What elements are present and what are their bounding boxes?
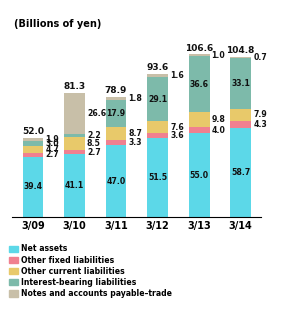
Text: 7.9: 7.9	[253, 110, 267, 119]
Bar	[230, 121, 251, 127]
Text: 2.2: 2.2	[87, 131, 101, 140]
Text: 106.6: 106.6	[185, 44, 213, 53]
Bar	[189, 127, 209, 133]
Bar	[147, 139, 168, 217]
Text: 2.7: 2.7	[87, 148, 101, 157]
Text: 9.8: 9.8	[212, 115, 226, 124]
Text: 81.3: 81.3	[64, 82, 85, 91]
Text: 55.0: 55.0	[190, 170, 209, 179]
Bar	[230, 59, 251, 109]
Bar	[106, 145, 126, 217]
Bar	[189, 55, 209, 56]
Bar	[64, 154, 85, 217]
Bar	[147, 122, 168, 133]
Text: 1.8: 1.8	[129, 94, 142, 103]
Text: 2.7: 2.7	[45, 150, 59, 159]
Text: 4.7: 4.7	[45, 145, 59, 154]
Bar	[106, 140, 126, 145]
Bar	[189, 112, 209, 127]
Text: 58.7: 58.7	[231, 168, 250, 177]
Text: 29.1: 29.1	[148, 95, 167, 104]
Bar	[189, 133, 209, 217]
Text: 17.9: 17.9	[106, 109, 126, 118]
Bar	[106, 127, 126, 140]
Text: 104.8: 104.8	[226, 46, 255, 55]
Bar	[147, 74, 168, 77]
Text: (Billions of yen): (Billions of yen)	[14, 19, 102, 29]
Bar	[22, 138, 43, 141]
Bar	[22, 146, 43, 153]
Bar	[64, 134, 85, 137]
Text: 4.0: 4.0	[212, 126, 226, 135]
Text: 1.9: 1.9	[45, 135, 59, 144]
Bar	[22, 157, 43, 217]
Text: 8.5: 8.5	[87, 139, 101, 148]
Text: 33.1: 33.1	[231, 79, 250, 88]
Legend: Net assets, Other fixed liabilities, Other current liabilities, Interest-bearing: Net assets, Other fixed liabilities, Oth…	[6, 241, 175, 301]
Bar	[64, 93, 85, 134]
Bar	[189, 56, 209, 112]
Text: 3.0: 3.0	[45, 139, 59, 148]
Bar	[106, 100, 126, 127]
Text: 0.7: 0.7	[253, 53, 267, 62]
Bar	[230, 57, 251, 59]
Text: 3.6: 3.6	[170, 131, 184, 140]
Text: 4.3: 4.3	[253, 120, 267, 129]
Bar	[230, 127, 251, 217]
Text: 52.0: 52.0	[22, 127, 44, 136]
Bar	[64, 150, 85, 154]
Text: 41.1: 41.1	[65, 181, 84, 190]
Bar	[22, 153, 43, 157]
Text: 26.6: 26.6	[87, 109, 106, 118]
Text: 1.6: 1.6	[170, 71, 184, 80]
Text: 78.9: 78.9	[105, 86, 127, 95]
Text: 36.6: 36.6	[190, 80, 209, 89]
Bar	[22, 141, 43, 146]
Text: 7.6: 7.6	[170, 123, 184, 132]
Text: 39.4: 39.4	[23, 183, 43, 192]
Text: 51.5: 51.5	[148, 173, 167, 182]
Bar	[147, 77, 168, 122]
Text: 47.0: 47.0	[106, 177, 126, 186]
Text: 93.6: 93.6	[147, 64, 169, 73]
Bar	[147, 133, 168, 139]
Text: 3.3: 3.3	[129, 138, 142, 147]
Text: 1.0: 1.0	[212, 51, 225, 60]
Bar	[106, 97, 126, 100]
Bar	[230, 109, 251, 121]
Bar	[64, 137, 85, 150]
Text: 8.7: 8.7	[129, 129, 142, 138]
